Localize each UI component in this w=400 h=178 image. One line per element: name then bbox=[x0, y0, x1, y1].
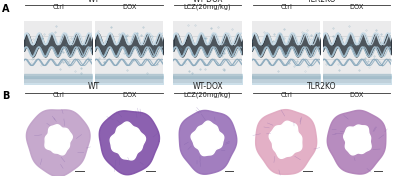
Polygon shape bbox=[344, 125, 371, 155]
Polygon shape bbox=[179, 110, 237, 174]
Text: TLR2KO: TLR2KO bbox=[307, 82, 336, 91]
Text: WT-DOX: WT-DOX bbox=[192, 0, 223, 4]
Text: DOX: DOX bbox=[350, 4, 364, 10]
Polygon shape bbox=[256, 110, 317, 174]
Text: A: A bbox=[2, 4, 10, 14]
Polygon shape bbox=[99, 111, 160, 175]
Text: WT: WT bbox=[88, 82, 100, 91]
Text: DOX: DOX bbox=[122, 92, 136, 98]
Text: LCZ(20mg/kg): LCZ(20mg/kg) bbox=[184, 92, 232, 98]
Text: Ctrl: Ctrl bbox=[52, 4, 64, 10]
Polygon shape bbox=[269, 121, 302, 158]
Text: WT: WT bbox=[88, 0, 100, 4]
Polygon shape bbox=[191, 121, 224, 156]
Polygon shape bbox=[45, 125, 72, 155]
Text: TLR2KO: TLR2KO bbox=[307, 0, 336, 4]
Polygon shape bbox=[26, 110, 90, 177]
Text: Ctrl: Ctrl bbox=[52, 92, 64, 98]
Text: LCZ(20mg/kg): LCZ(20mg/kg) bbox=[184, 4, 232, 10]
Polygon shape bbox=[327, 110, 386, 174]
Text: DOX: DOX bbox=[122, 4, 136, 10]
Polygon shape bbox=[110, 122, 146, 160]
Text: Ctrl: Ctrl bbox=[280, 92, 292, 98]
Text: Ctrl: Ctrl bbox=[280, 4, 292, 10]
Text: B: B bbox=[2, 91, 9, 101]
Text: WT-DOX: WT-DOX bbox=[192, 82, 223, 91]
Text: DOX: DOX bbox=[350, 92, 364, 98]
